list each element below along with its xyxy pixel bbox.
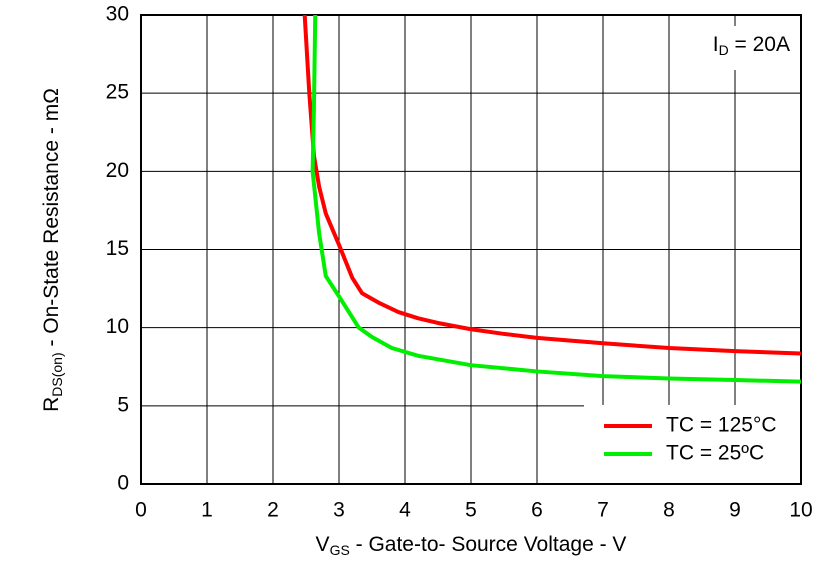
x-axis-label: VGS - Gate-to- Source Voltage - V xyxy=(316,533,627,558)
x-axis-label-sub: GS xyxy=(330,542,350,558)
series-line xyxy=(302,14,802,356)
annotation-main: I xyxy=(713,33,719,56)
x-tick-label: 3 xyxy=(333,499,345,522)
x-axis-label-main: V xyxy=(316,533,330,556)
plot-frame xyxy=(140,14,802,485)
x-tick-label: 7 xyxy=(597,499,609,522)
series-line xyxy=(310,14,802,384)
x-tick-label: 8 xyxy=(663,499,675,522)
legend-bg xyxy=(584,405,800,483)
x-tick-label: 1 xyxy=(201,499,213,522)
y-axis-label-main: R xyxy=(40,397,63,412)
legend-label: TC = 125°C xyxy=(666,414,777,437)
annotation-sub: D xyxy=(719,42,729,58)
x-axis-label-rest: - Gate-to- Source Voltage - V xyxy=(350,533,627,556)
y-tick-label: 25 xyxy=(106,81,129,104)
annotation-bg xyxy=(692,26,800,70)
x-tick-label: 10 xyxy=(789,499,812,522)
y-tick-label: 10 xyxy=(106,315,129,338)
x-tick-label: 6 xyxy=(531,499,543,522)
y-tick-label: 5 xyxy=(117,393,129,416)
x-tick-label: 9 xyxy=(729,499,741,522)
y-axis-label: RDS(on) - On-State Resistance - mΩ xyxy=(40,88,65,412)
y-axis-label-rest: - On-State Resistance - mΩ xyxy=(40,88,63,352)
y-tick-label: 15 xyxy=(106,237,129,260)
y-tick-label: 0 xyxy=(117,472,129,495)
y-axis-label-sub: DS(on) xyxy=(49,352,65,396)
annotation-rest: = 20A xyxy=(729,33,790,56)
y-tick-label: 20 xyxy=(106,159,129,182)
x-tick-label: 5 xyxy=(465,499,477,522)
annotation: ID = 20A xyxy=(713,33,790,58)
legend-label: TC = 25ºC xyxy=(666,442,764,465)
x-tick-label: 4 xyxy=(399,499,411,522)
y-tick-label: 30 xyxy=(106,3,129,26)
x-tick-label: 0 xyxy=(135,499,147,522)
x-tick-label: 2 xyxy=(267,499,279,522)
